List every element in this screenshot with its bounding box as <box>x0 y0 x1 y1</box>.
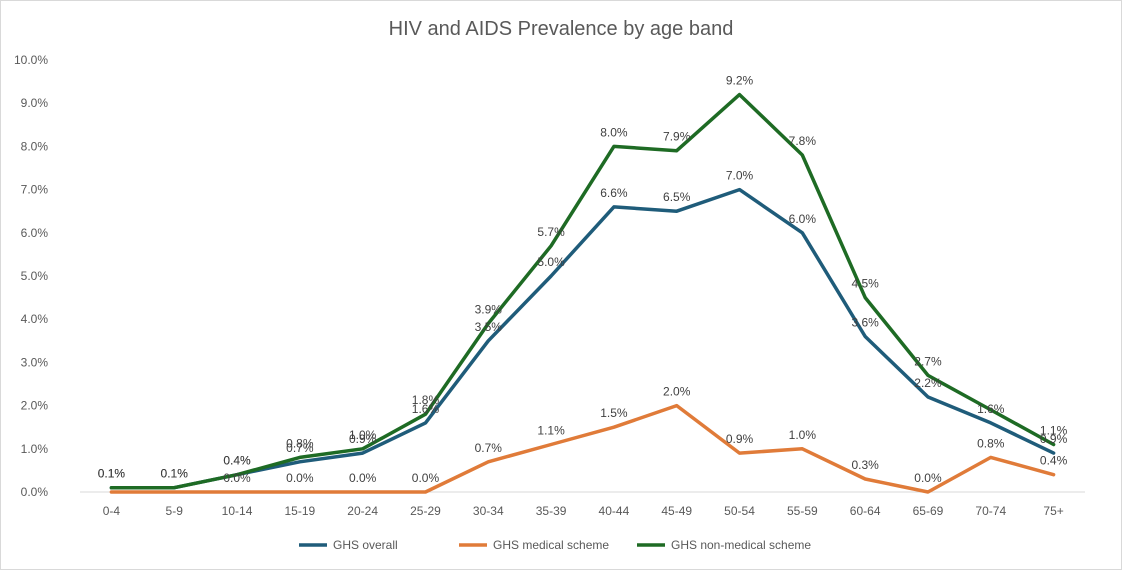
data-label: 1.6% <box>977 402 1005 416</box>
y-tick-label: 2.0% <box>21 399 49 413</box>
data-label: 3.5% <box>475 320 503 334</box>
y-tick-label: 5.0% <box>21 269 49 283</box>
x-tick-label: 15-19 <box>284 504 315 518</box>
x-tick-label: 30-34 <box>473 504 504 518</box>
legend: GHS overall GHS medical scheme GHS non-med… <box>299 538 811 552</box>
data-label: 0.8% <box>977 436 1005 450</box>
data-label: 1.0% <box>349 428 377 442</box>
x-tick-label: 70-74 <box>975 504 1006 518</box>
x-axis: 0-4 5-9 10-14 15-19 20-24 25-29 30-34 35-39 40-4… <box>103 504 1064 518</box>
y-tick-label: 7.0% <box>21 183 49 197</box>
x-tick-label: 40-44 <box>599 504 630 518</box>
y-tick-label: 0.0% <box>21 485 49 499</box>
data-label: 3.6% <box>851 315 879 329</box>
data-label: 7.9% <box>663 130 691 144</box>
chart-title: HIV and AIDS Prevalence by age band <box>389 18 734 40</box>
series-line-3 <box>111 95 1053 488</box>
data-labels: 0.1% 0.1% 0.4% 0.7% 0.9% 1.6% 3.5% 5.0% 6.6% 6.5%… <box>98 74 1068 485</box>
data-label: 6.6% <box>600 186 628 200</box>
data-label: 2.7% <box>914 354 942 368</box>
data-label: 0.4% <box>1040 454 1068 468</box>
y-axis: 0.0% 1.0% 2.0% 3.0% 4.0% 5.0% 6.0% 7.0% 8.0% 9.0%… <box>14 53 48 499</box>
data-label: 6.0% <box>789 212 817 226</box>
series-line-1 <box>111 190 1053 488</box>
y-tick-label: 10.0% <box>14 53 48 67</box>
x-tick-label: 10-14 <box>222 504 253 518</box>
data-label: 0.8% <box>286 436 314 450</box>
y-tick-label: 4.0% <box>21 312 49 326</box>
x-tick-label: 35-39 <box>536 504 567 518</box>
data-label: 2.2% <box>914 376 942 390</box>
x-tick-label: 0-4 <box>103 504 121 518</box>
y-tick-label: 8.0% <box>21 139 49 153</box>
y-tick-label: 1.0% <box>21 442 49 456</box>
data-label: 0.0% <box>223 471 251 485</box>
data-label: 0.0% <box>412 471 440 485</box>
data-label: 8.0% <box>600 125 628 139</box>
data-label: 1.1% <box>1040 423 1068 437</box>
x-tick-label: 60-64 <box>850 504 881 518</box>
y-tick-label: 3.0% <box>21 355 49 369</box>
data-label: 0.0% <box>349 471 377 485</box>
legend-label: GHS overall <box>333 538 398 552</box>
data-label: 1.5% <box>600 406 628 420</box>
x-tick-label: 75+ <box>1043 504 1063 518</box>
x-tick-label: 55-59 <box>787 504 818 518</box>
data-label: 2.0% <box>663 385 691 399</box>
data-label: 3.9% <box>475 303 503 317</box>
data-label: 1.8% <box>412 393 440 407</box>
data-label: 5.0% <box>537 255 565 269</box>
data-label: 4.5% <box>851 277 879 291</box>
x-tick-label: 45-49 <box>661 504 692 518</box>
data-label: 9.2% <box>726 74 754 88</box>
series-lines <box>111 95 1053 492</box>
data-label: 7.0% <box>726 169 754 183</box>
data-label: 0.4% <box>223 454 251 468</box>
series-line-2 <box>111 406 1053 492</box>
y-tick-label: 6.0% <box>21 226 49 240</box>
legend-label: GHS medical scheme <box>493 538 609 552</box>
data-label: 0.1% <box>161 467 189 481</box>
x-tick-label: 5-9 <box>166 504 184 518</box>
data-label: 1.0% <box>789 428 817 442</box>
data-label: 7.8% <box>789 134 817 148</box>
y-tick-label: 9.0% <box>21 96 49 110</box>
data-label: 0.3% <box>851 458 879 472</box>
data-label: 1.1% <box>537 423 565 437</box>
data-label: 5.7% <box>537 225 565 239</box>
data-label: 0.0% <box>914 471 942 485</box>
data-label: 6.5% <box>663 190 691 204</box>
data-label: 0.1% <box>98 467 126 481</box>
data-label: 0.7% <box>475 441 503 455</box>
line-chart: HIV and AIDS Prevalence by age band 0.0%… <box>0 0 1122 570</box>
x-tick-label: 65-69 <box>913 504 944 518</box>
data-label: 0.0% <box>286 471 314 485</box>
x-tick-label: 20-24 <box>347 504 378 518</box>
x-tick-label: 25-29 <box>410 504 441 518</box>
legend-label: GHS non-medical scheme <box>671 538 811 552</box>
data-label: 0.9% <box>726 432 754 446</box>
x-tick-label: 50-54 <box>724 504 755 518</box>
